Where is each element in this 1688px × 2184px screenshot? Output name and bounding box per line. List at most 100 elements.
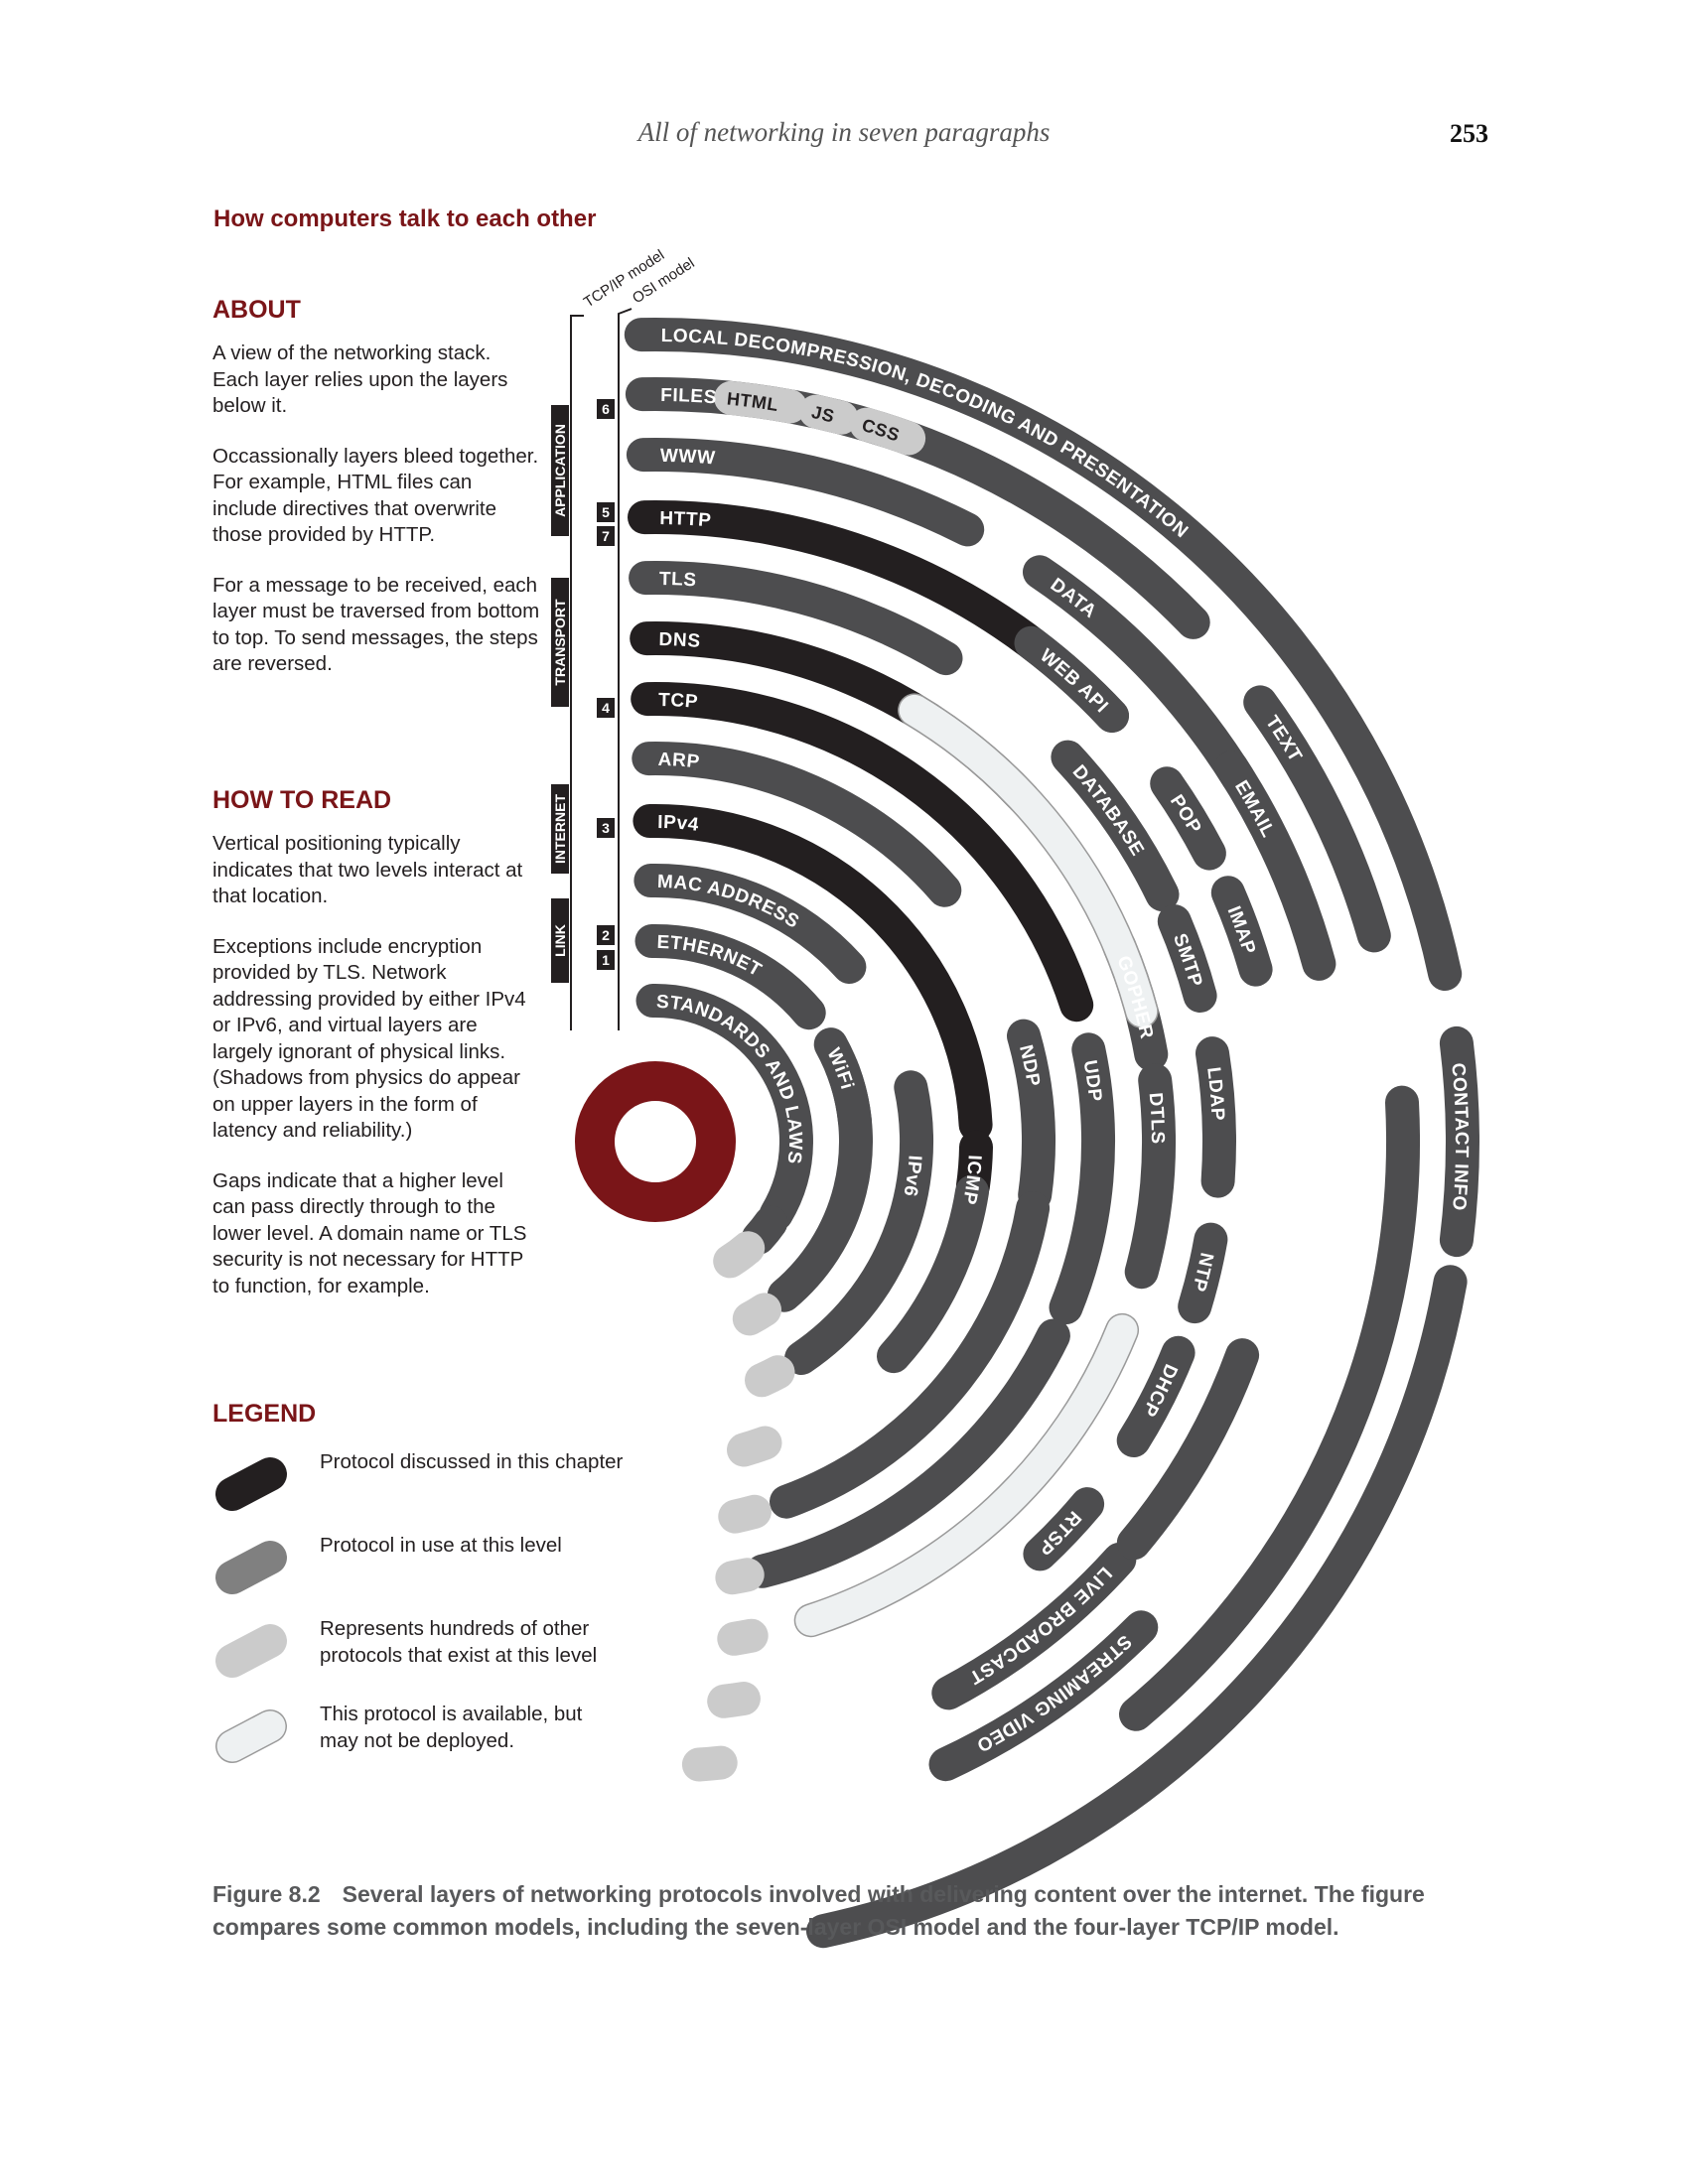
label-www: WWW xyxy=(660,446,717,470)
osi-layer-badge xyxy=(597,950,615,970)
tcpip-layer-label: INTERNET xyxy=(552,794,568,864)
arc-others-1 xyxy=(732,1293,781,1336)
arc-contact-info xyxy=(1439,1025,1479,1258)
osi-layer-badge xyxy=(597,698,615,718)
arc-continuation-6 xyxy=(806,1265,1468,1949)
legend-swatch-available xyxy=(215,1709,287,1763)
arc-available-tls-gap-outline xyxy=(898,693,1159,1028)
arc-live-broadcast xyxy=(931,1542,1137,1710)
arc-continuation-2 xyxy=(877,1174,989,1374)
legend-swatch-in-use-mark xyxy=(215,1541,287,1594)
tcpip-layer-application xyxy=(551,405,569,536)
about-paragraph-2: Occassionally layers bleed together. For… xyxy=(212,444,539,547)
label-contact-info: CONTACT INFO xyxy=(1447,1062,1472,1212)
legend-label-available: This protocol is available, but may not … xyxy=(320,1703,583,1752)
arc-tls xyxy=(629,561,963,676)
tcpip-layers: APPLICATION TRANSPORT INTERNET LINK xyxy=(551,405,569,983)
arc-continuation-7 xyxy=(1116,1338,1260,1561)
arc-web-api xyxy=(1014,625,1129,733)
tcpip-layer-transport xyxy=(551,578,569,707)
arc-streaming-video xyxy=(928,1610,1159,1782)
arc-dtls xyxy=(1124,1063,1176,1290)
legend-swatch-discussed-mark xyxy=(215,1457,287,1511)
arc-www xyxy=(626,438,985,547)
legend-item-others: Represents hundreds of other protocols t… xyxy=(212,1616,679,1686)
running-head: All of networking in seven paragraphs 25… xyxy=(0,117,1688,157)
label-dtls: DTLS xyxy=(1145,1092,1168,1145)
legend-item-discussed: Protocol discussed in this chapter xyxy=(212,1449,679,1519)
osi-layer-badge xyxy=(597,818,615,838)
protocol-arcs xyxy=(624,318,1479,1949)
arc-mac-address xyxy=(633,863,867,984)
osi-layer-badge xyxy=(597,502,615,522)
osi-layer-number: 4 xyxy=(602,700,610,716)
about-paragraph-1: A view of the networking stack. Each lay… xyxy=(212,341,508,417)
legend-label-in-use: Protocol in use at this level xyxy=(320,1534,562,1557)
arc-standards-and-laws xyxy=(635,983,813,1232)
about-heading: ABOUT xyxy=(212,296,301,324)
label-files: FILES xyxy=(660,385,718,408)
legend-swatch-in-use xyxy=(215,1541,287,1594)
osi-layer-number: 1 xyxy=(602,952,610,968)
legend-swatch-discussed xyxy=(215,1457,287,1511)
arc-others-4 xyxy=(718,1494,772,1534)
tcpip-layer-link xyxy=(551,898,569,983)
how-to-read-paragraph-1: Vertical positioning typically indicates… xyxy=(212,832,523,907)
pill-html xyxy=(714,380,807,424)
arc-pop xyxy=(1150,766,1226,871)
about-section: ABOUT A view of the networking stack. Ea… xyxy=(212,296,540,678)
legend-swatch-others xyxy=(215,1624,287,1678)
osi-layer-number: 3 xyxy=(602,820,610,836)
figure-title: How computers talk to each other xyxy=(213,205,597,232)
legend-item-available: This protocol is available, but may not … xyxy=(212,1702,679,1771)
legend-label-others: Represents hundreds of other protocols t… xyxy=(320,1617,598,1667)
osi-layer-number: 5 xyxy=(602,504,610,520)
label-path xyxy=(38,1105,1104,1759)
arc-rtsp xyxy=(1023,1487,1105,1571)
arc-continuation-1 xyxy=(767,1049,873,1312)
tcpip-layer-label: TRANSPORT xyxy=(552,599,568,686)
label-dns: DNS xyxy=(658,629,701,652)
arc-available-udp-gap xyxy=(795,1314,1138,1636)
arc-smtp xyxy=(1157,904,1217,1013)
legend-heading: LEGEND xyxy=(212,1400,317,1428)
pill-js xyxy=(798,394,859,435)
arc-continuation-5 xyxy=(1119,1085,1421,1731)
arc-tcp xyxy=(631,682,1094,1023)
osi-layer-badge xyxy=(597,399,615,419)
page-number: 253 xyxy=(1450,119,1488,148)
osi-layer-number: 7 xyxy=(602,528,610,544)
arc-dhcp xyxy=(1116,1335,1196,1457)
osi-layer-number: 6 xyxy=(602,401,610,417)
arc-imap xyxy=(1210,876,1273,987)
tcpip-layer-internet xyxy=(551,784,569,874)
label-http: HTTP xyxy=(659,508,712,531)
arc-continuation-3 xyxy=(770,1191,1051,1519)
arc-continuation-0 xyxy=(784,1070,934,1375)
pill-css xyxy=(849,407,926,456)
label-tcp: TCP xyxy=(658,690,699,713)
arc-data xyxy=(1023,555,1255,795)
arc-ethernet xyxy=(634,923,826,1030)
osi-layer-badge xyxy=(597,526,615,546)
arc-continuation-4 xyxy=(745,1318,1070,1588)
how-to-read-heading: HOW TO READ xyxy=(212,786,392,814)
arc-ldap xyxy=(1196,1036,1236,1198)
osi-layer-number: 2 xyxy=(602,927,610,943)
osi-layer-badge xyxy=(597,925,615,945)
arc-continuation-8 xyxy=(741,1205,788,1255)
core-ring xyxy=(575,1061,736,1222)
arc-available-tls-gap xyxy=(899,694,1158,1027)
how-to-read-paragraph-3: Gaps indicate that a higher level can pa… xyxy=(212,1168,527,1297)
arc-others-5 xyxy=(715,1558,765,1595)
osi-layers: 6 5 7 4 3 2 1 xyxy=(597,399,615,970)
legend-swatch-available-fill xyxy=(216,1710,286,1762)
label-ldap: LDAP xyxy=(1202,1066,1228,1122)
arc-database xyxy=(1051,740,1180,911)
arc-local-decompression-decoding-and-presentation xyxy=(624,318,1463,991)
legend-swatch-others-mark xyxy=(215,1624,287,1678)
arc-email xyxy=(1214,751,1336,981)
how-to-read-paragraph-2: Exceptions include encryption provided b… xyxy=(212,934,526,1143)
figure-caption-text: Several layers of networking protocols i… xyxy=(212,1881,1425,1940)
